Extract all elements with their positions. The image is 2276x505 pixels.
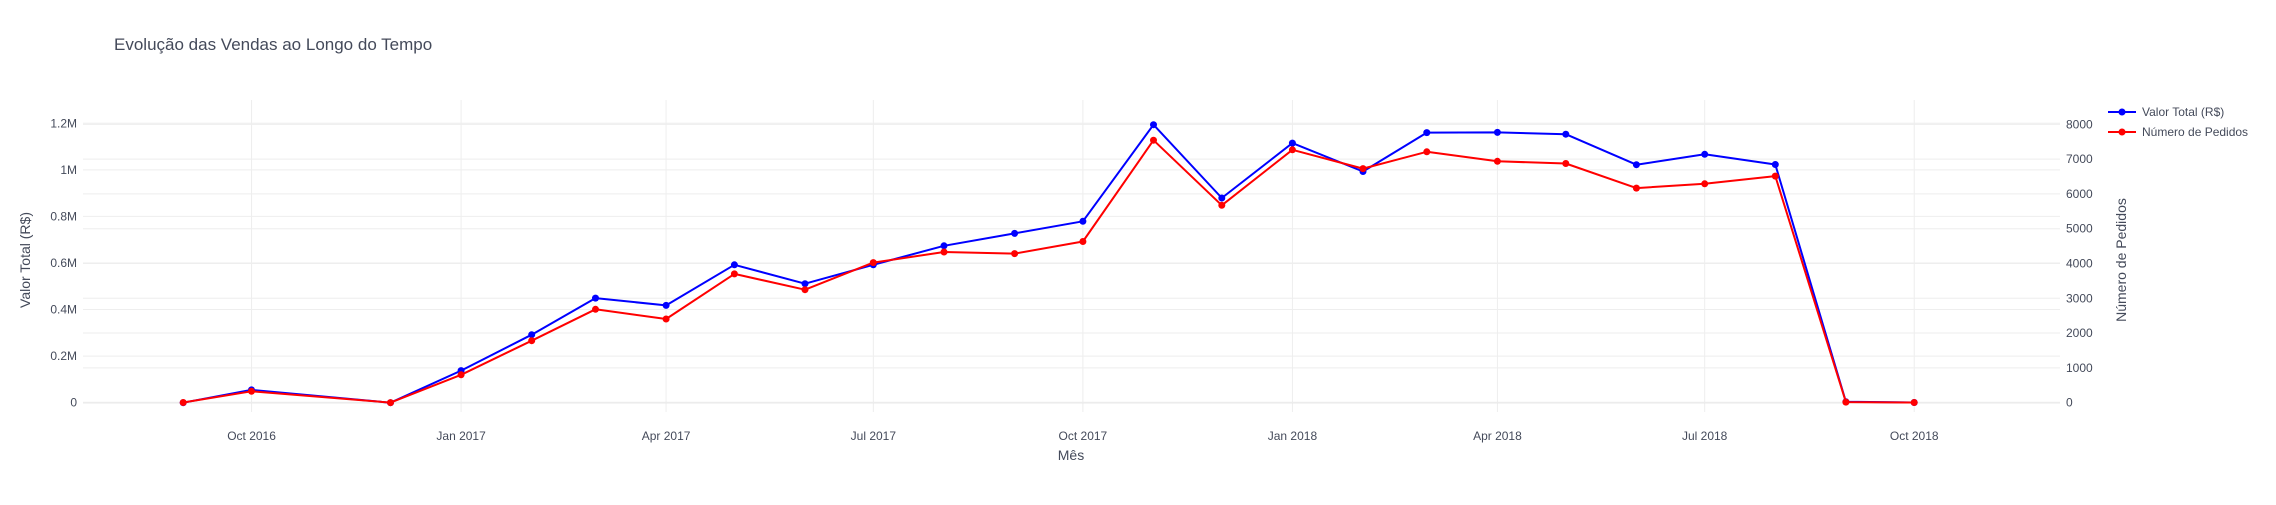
data-point[interactable] xyxy=(1701,150,1709,158)
series-lines xyxy=(179,121,1918,407)
data-point[interactable] xyxy=(1218,194,1226,202)
data-point[interactable] xyxy=(1359,165,1367,173)
y-tick-label: 0.6M xyxy=(50,256,77,270)
y-tick-label: 1.2M xyxy=(50,116,77,130)
x-tick-label: Jul 2018 xyxy=(1682,429,1728,443)
y-tick-label: 0.8M xyxy=(50,209,77,223)
legend-label-numero-pedidos: Número de Pedidos xyxy=(2142,125,2248,139)
data-point[interactable] xyxy=(1493,128,1501,136)
y2-tick-label: 1000 xyxy=(2066,361,2093,375)
legend-item-numero-pedidos[interactable]: Número de Pedidos xyxy=(2108,125,2248,139)
series-line xyxy=(183,139,1915,404)
x-tick-label: Oct 2017 xyxy=(1059,429,1108,443)
data-point[interactable] xyxy=(1771,172,1779,180)
data-point[interactable] xyxy=(1288,146,1296,154)
data-point[interactable] xyxy=(730,270,738,278)
data-point[interactable] xyxy=(869,259,877,267)
data-point[interactable] xyxy=(730,261,738,269)
data-point[interactable] xyxy=(1910,399,1918,406)
data-point[interactable] xyxy=(1011,229,1019,237)
axis-ticks: Oct 2016 Jan 2017 Apr 2017 Jul 2017 Oct 2017… xyxy=(50,116,2093,443)
data-point[interactable] xyxy=(801,286,809,294)
y-tick-label: 0 xyxy=(70,396,77,410)
data-point[interactable] xyxy=(528,331,536,339)
legend[interactable]: Valor Total (R$) Número de Pedidos xyxy=(2108,105,2248,139)
legend-label-valor-total: Valor Total (R$) xyxy=(2142,105,2224,119)
data-point[interactable] xyxy=(1493,157,1501,165)
y2-tick-label: 7000 xyxy=(2066,152,2093,166)
y2-tick-label: 5000 xyxy=(2066,222,2093,236)
data-point[interactable] xyxy=(940,248,948,256)
x-tick-label: Jan 2018 xyxy=(1268,429,1318,443)
data-point[interactable] xyxy=(1632,161,1640,169)
x-tick-label: Oct 2018 xyxy=(1890,429,1939,443)
data-point[interactable] xyxy=(528,337,536,345)
data-point[interactable] xyxy=(592,294,599,302)
data-point[interactable] xyxy=(940,242,948,250)
data-point[interactable] xyxy=(1701,180,1709,188)
series-numero-pedidos xyxy=(179,136,1918,407)
y2-tick-label: 2000 xyxy=(2066,326,2093,340)
x-tick-label: Apr 2018 xyxy=(1473,429,1522,443)
y-axis-title: Valor Total (R$) xyxy=(17,212,33,308)
data-point[interactable] xyxy=(179,399,187,406)
data-point[interactable] xyxy=(1150,136,1157,144)
data-point[interactable] xyxy=(1150,121,1157,129)
data-point[interactable] xyxy=(1562,160,1570,167)
x-tick-label: Oct 2016 xyxy=(227,429,276,443)
legend-marker-valor-total xyxy=(2118,108,2126,116)
data-point[interactable] xyxy=(1011,250,1019,258)
data-point[interactable] xyxy=(1632,184,1640,192)
x-axis-title: Mês xyxy=(1058,447,1084,463)
data-point[interactable] xyxy=(1079,217,1087,225)
y2-axis-title: Número de Pedidos xyxy=(2113,198,2129,322)
data-point[interactable] xyxy=(662,315,670,323)
legend-item-valor-total[interactable]: Valor Total (R$) xyxy=(2108,105,2224,119)
data-point[interactable] xyxy=(1079,238,1087,245)
data-point[interactable] xyxy=(592,305,599,313)
data-point[interactable] xyxy=(457,371,465,379)
x-tick-label: Apr 2017 xyxy=(642,429,691,443)
data-point[interactable] xyxy=(1562,130,1570,138)
series-valor-total xyxy=(179,121,1918,407)
y2-tick-label: 3000 xyxy=(2066,291,2093,305)
y2-tick-label: 6000 xyxy=(2066,187,2093,201)
data-point[interactable] xyxy=(662,301,670,309)
data-point[interactable] xyxy=(387,399,394,407)
y-tick-label: 0.4M xyxy=(50,303,77,317)
data-point[interactable] xyxy=(801,280,809,288)
y-tick-label: 1M xyxy=(60,163,77,177)
x-tick-label: Jul 2017 xyxy=(851,429,897,443)
data-point[interactable] xyxy=(1423,148,1431,156)
data-point[interactable] xyxy=(1288,139,1296,147)
chart-title: Evolução das Vendas ao Longo do Tempo xyxy=(114,35,432,54)
data-point[interactable] xyxy=(1218,201,1226,209)
legend-marker-numero-pedidos xyxy=(2118,128,2126,136)
y2-tick-label: 0 xyxy=(2066,396,2073,410)
y-tick-label: 0.2M xyxy=(50,349,77,363)
x-tick-label: Jan 2017 xyxy=(436,429,486,443)
data-point[interactable] xyxy=(1423,129,1431,137)
data-point[interactable] xyxy=(1842,398,1850,406)
data-point[interactable] xyxy=(1771,161,1779,168)
y2-tick-label: 4000 xyxy=(2066,256,2093,270)
data-point[interactable] xyxy=(248,387,255,395)
y2-tick-label: 8000 xyxy=(2066,117,2093,131)
grid-lines xyxy=(83,100,2060,412)
